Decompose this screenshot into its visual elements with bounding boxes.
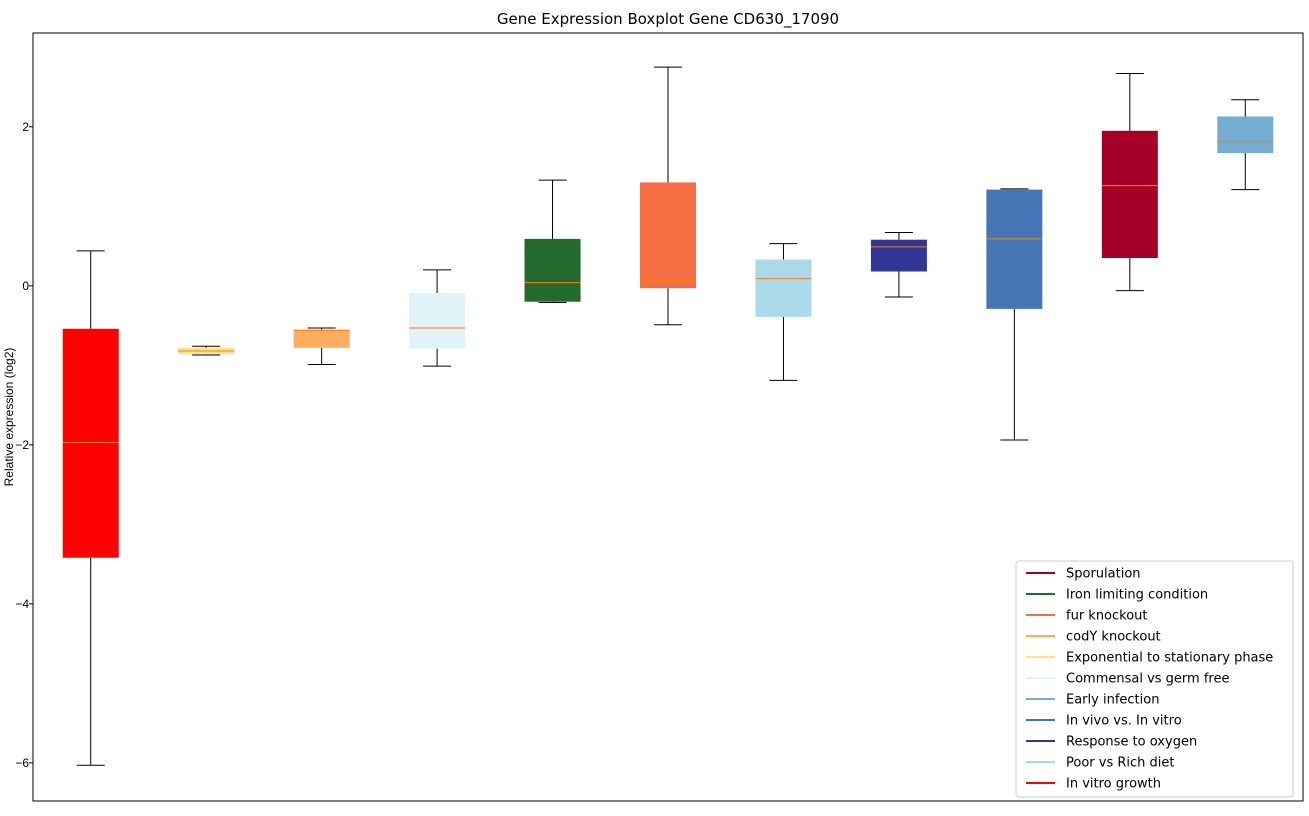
legend-label: Exponential to stationary phase: [1066, 651, 1273, 666]
box-cody-knockout: [293, 327, 350, 366]
y-tick-label: −6: [15, 756, 29, 770]
box-body: [1217, 116, 1274, 154]
legend-label: Response to oxygen: [1066, 735, 1197, 750]
box-body: [409, 292, 466, 349]
box-poor-vs-rich-diet: [755, 243, 812, 381]
legend-label: Iron limiting condition: [1066, 588, 1208, 603]
legend: Sporulation Iron limiting condition fur kn…: [1015, 560, 1294, 798]
box-body: [1101, 130, 1158, 258]
y-tick-label: 2: [22, 120, 29, 134]
box-body: [293, 329, 350, 348]
box-in-vivo-vs-in-vitro: [986, 188, 1043, 441]
legend-label: codY knockout: [1066, 630, 1161, 645]
box-body: [640, 182, 696, 289]
legend-label: Poor vs Rich diet: [1066, 756, 1174, 771]
legend-label: fur knockout: [1066, 609, 1148, 624]
box-commensal-vs-germ-free: [409, 269, 466, 367]
legend-frame: [1015, 560, 1294, 798]
y-axis: 2 0 −2 −4 −6: [15, 120, 33, 770]
plot-frame: [32, 32, 1304, 802]
box-exponential-to-stationary-phase: [178, 345, 235, 356]
box-sporulation: [1101, 73, 1158, 292]
legend-label: In vitro growth: [1066, 777, 1161, 792]
box-iron-limiting-condition: [524, 179, 581, 304]
legend-label: Early infection: [1066, 693, 1159, 708]
plot-area: [62, 66, 1274, 766]
y-tick-label: −2: [15, 438, 29, 452]
box-early-infection: [1217, 99, 1274, 191]
box-body: [870, 239, 927, 272]
box-body: [755, 259, 812, 317]
y-tick-label: −4: [15, 597, 29, 611]
legend-label: Commensal vs germ free: [1066, 672, 1229, 687]
box-response-to-oxygen: [870, 232, 927, 298]
y-tick-label: 0: [22, 279, 29, 293]
box-body: [986, 189, 1043, 309]
box-body: [62, 328, 119, 558]
box-body: [524, 238, 581, 302]
legend-label: Sporulation: [1066, 567, 1141, 582]
box-in-vitro-growth: [62, 250, 119, 766]
legend-label: In vivo vs. In vitro: [1066, 714, 1182, 729]
chart-title: Gene Expression Boxplot Gene CD630_17090: [497, 10, 839, 29]
y-axis-label: Relative expression (log2): [2, 348, 16, 487]
box-fur-knockout: [640, 66, 696, 326]
